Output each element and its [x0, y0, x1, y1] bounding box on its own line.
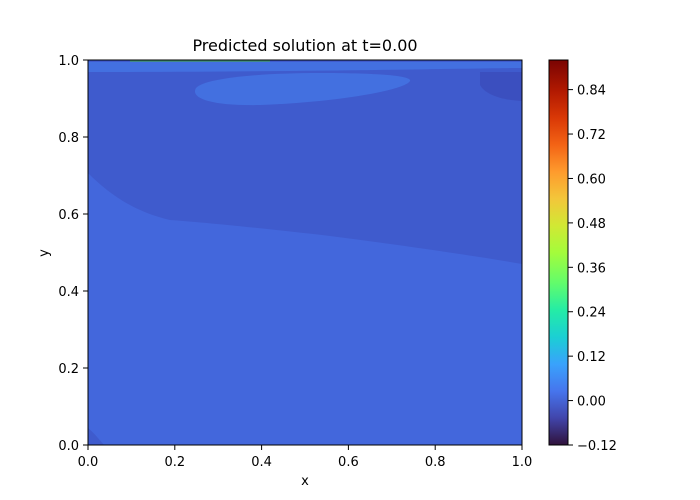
y-tick: 1.0 [58, 54, 88, 69]
contour-region-upper-band [88, 60, 522, 264]
colorbar-tick-label: 0.60 [577, 172, 606, 187]
y-tick: 0.8 [58, 131, 88, 146]
y-tick: 0.2 [58, 362, 88, 377]
colorbar: −0.12 0.00 0.12 0.24 0.36 0.48 0.60 0.72 0.84 [548, 59, 617, 454]
x-tick-label: 0.4 [251, 455, 272, 470]
y-tick-label: 1.0 [58, 54, 79, 69]
colorbar-fill [549, 60, 568, 445]
x-tick: 0.0 [78, 445, 99, 470]
y-tick-label: 0.2 [58, 362, 79, 377]
contour-region-top-strip [88, 62, 522, 72]
x-tick-label: 0.8 [425, 455, 446, 470]
colorbar-tick-label: 0.00 [577, 395, 606, 410]
y-tick-label: 0.4 [58, 285, 79, 300]
x-axis-label: x [301, 474, 309, 489]
x-tick: 0.2 [164, 445, 185, 470]
y-tick: 0.4 [58, 285, 88, 300]
chart-title: Predicted solution at t=0.00 [192, 36, 417, 55]
y-axis-label: y [37, 249, 52, 257]
y-tick: 0.0 [58, 439, 88, 454]
colorbar-frame [548, 59, 569, 446]
x-tick-label: 0.0 [78, 455, 99, 470]
contour-region-corner [88, 428, 104, 445]
y-axis: 0.0 0.2 0.4 0.6 0.8 1.0 y [37, 54, 88, 454]
contour-region-top-lobe [194, 73, 411, 106]
x-tick-label: 0.2 [164, 455, 185, 470]
x-tick: 1.0 [512, 445, 533, 470]
colorbar-tick-label: 0.36 [577, 261, 606, 276]
colorbar-tick-label: 0.48 [577, 217, 606, 232]
colorbar-tick-label: 0.72 [577, 128, 606, 143]
x-tick: 0.4 [251, 445, 272, 470]
contour-region-top-right-pocket [480, 72, 522, 101]
x-tick-label: 1.0 [512, 455, 533, 470]
x-axis: 0.0 0.2 0.4 0.6 0.8 1.0 x [78, 445, 533, 489]
y-tick-label: 0.8 [58, 131, 79, 146]
x-tick: 0.6 [338, 445, 359, 470]
x-tick: 0.8 [425, 445, 446, 470]
colorbar-tick-label: 0.12 [577, 350, 606, 365]
colorbar-tick-label: −0.12 [577, 439, 617, 454]
contour-plot [88, 60, 522, 445]
colorbar-tick-label: 0.84 [577, 84, 606, 99]
y-tick: 0.6 [58, 208, 88, 223]
y-tick-label: 0.0 [58, 439, 79, 454]
y-tick-label: 0.6 [58, 208, 79, 223]
x-tick-label: 0.6 [338, 455, 359, 470]
colorbar-tick-label: 0.24 [577, 306, 606, 321]
plot-frame [87, 59, 523, 446]
colorbar-ticks: −0.12 0.00 0.12 0.24 0.36 0.48 0.60 0.72 0.84 [568, 84, 617, 454]
